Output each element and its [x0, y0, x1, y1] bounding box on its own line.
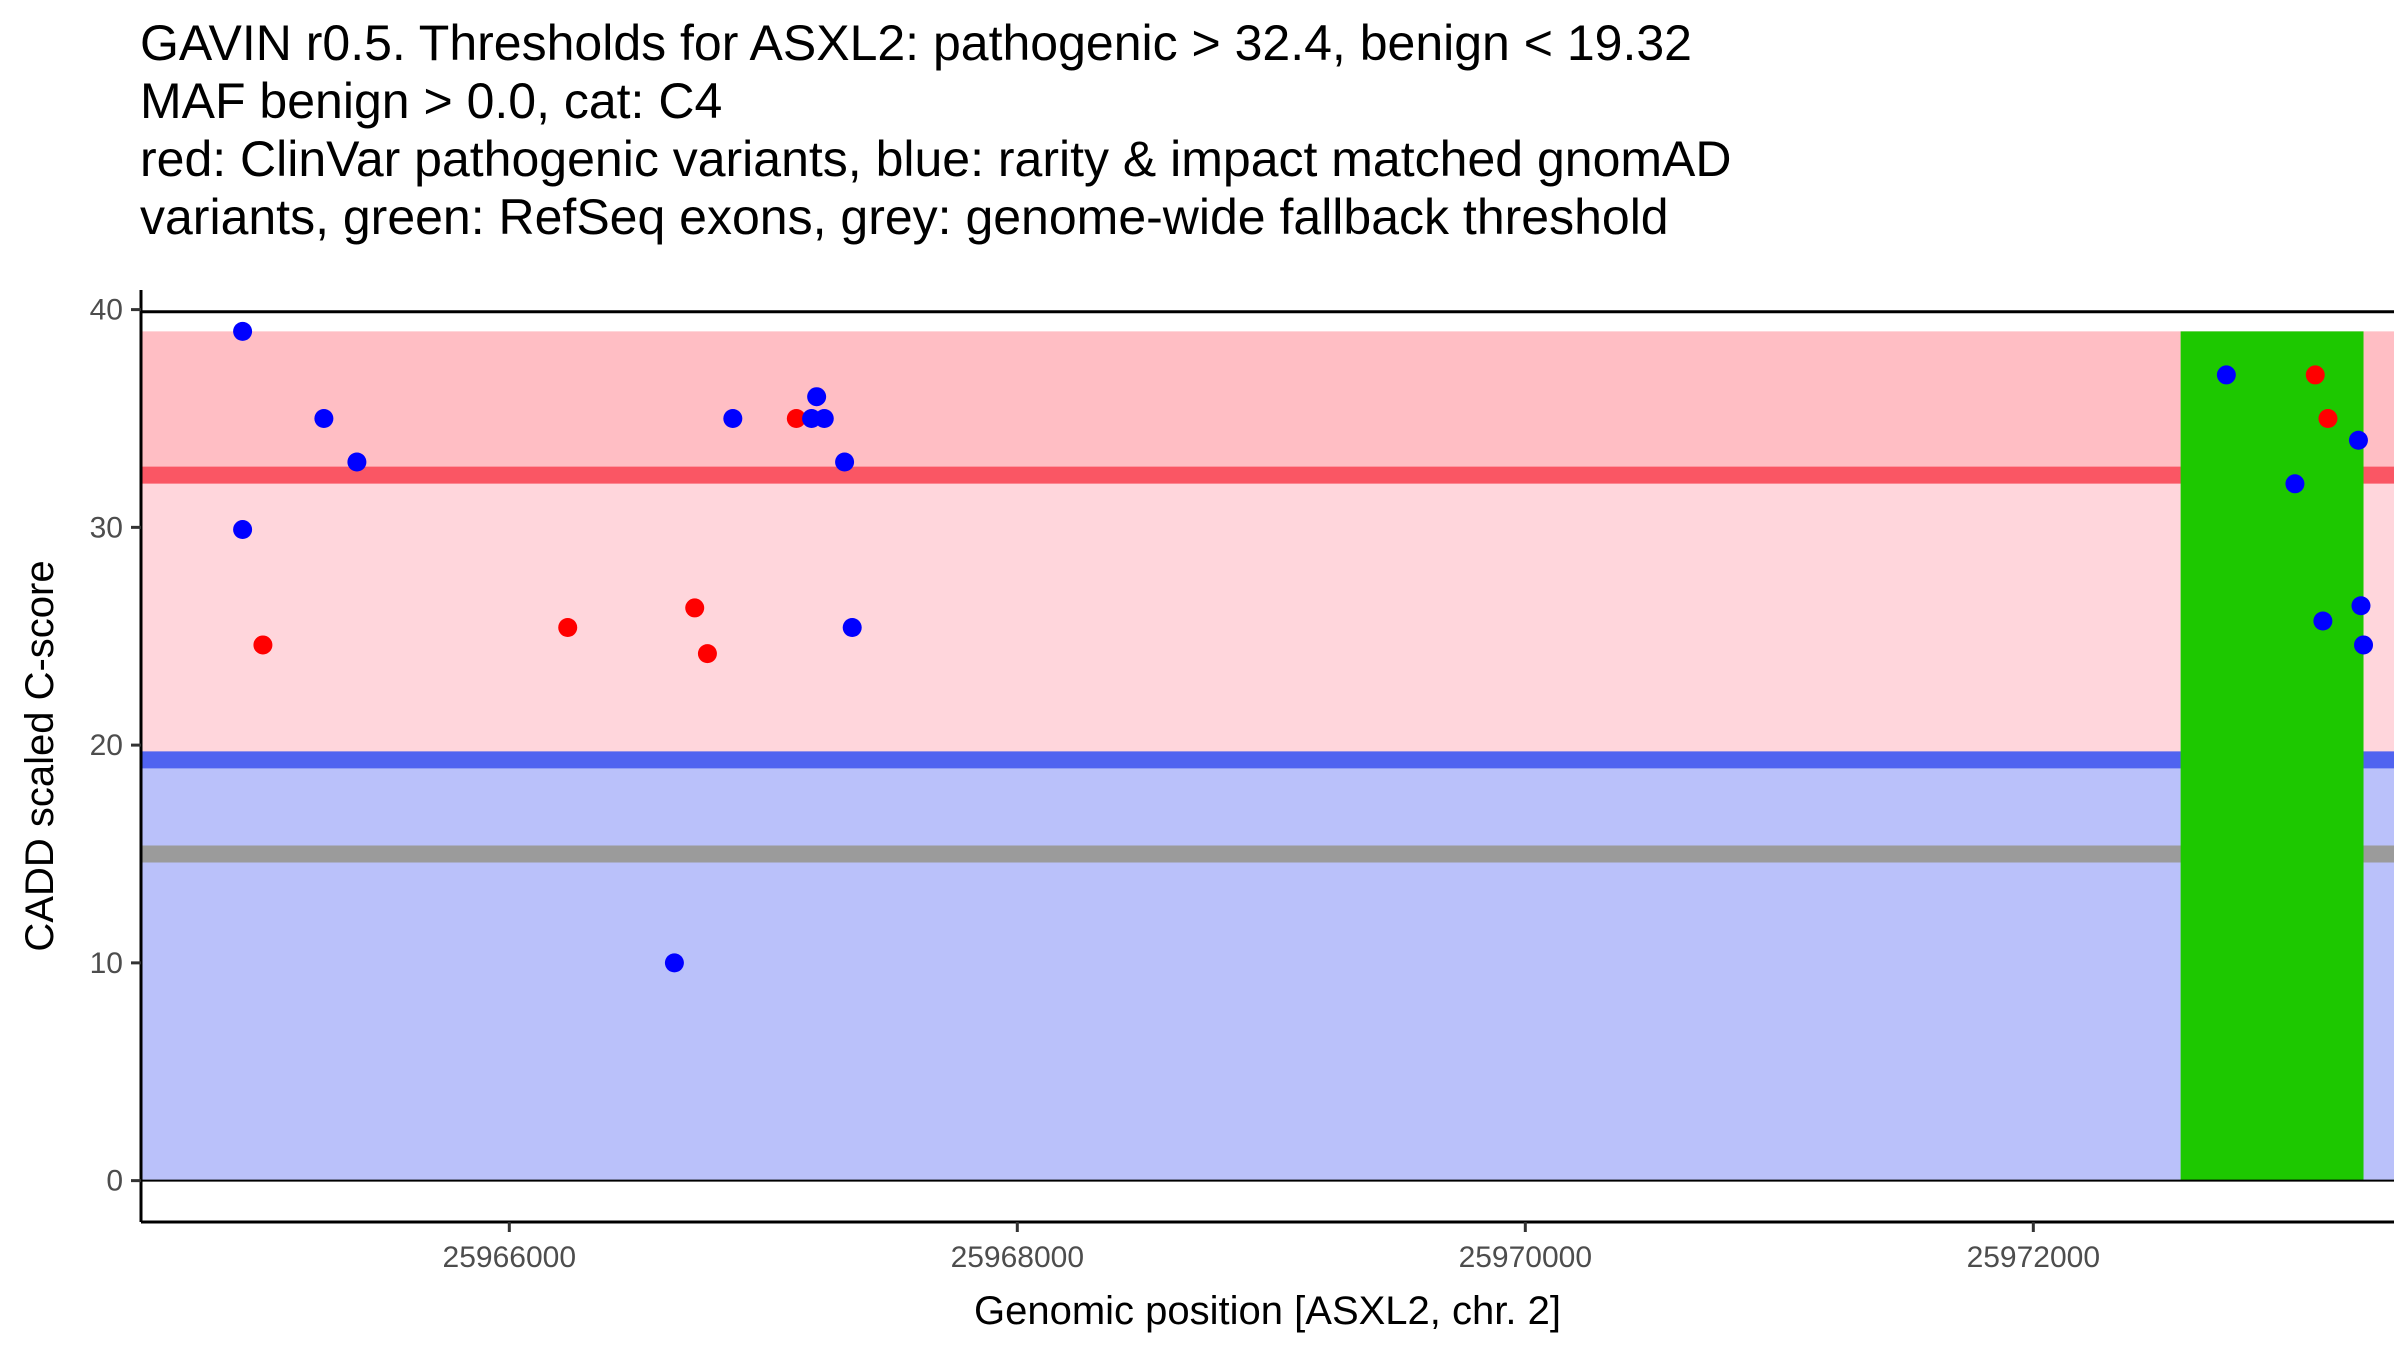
- gnomad-point: [835, 452, 855, 472]
- y-tick-label: 40: [90, 294, 123, 327]
- chart-title: GAVIN r0.5. Thresholds for ASXL2: pathog…: [140, 14, 2340, 246]
- gnomad-point: [842, 618, 862, 638]
- x-tick-label: 25968000: [951, 1241, 1084, 1274]
- gnomad-point: [664, 953, 684, 973]
- gnomad-point: [2351, 596, 2371, 616]
- y-tick-label: 20: [90, 729, 123, 762]
- data-points: [233, 321, 2374, 973]
- benign-zone: [141, 759, 2394, 1181]
- gnomad-point: [233, 321, 253, 341]
- y-tick-label: 10: [90, 947, 123, 980]
- gnomad-point: [807, 387, 827, 407]
- x-tick-label: 25972000: [1967, 1241, 2100, 1274]
- title-line-3: red: ClinVar pathogenic variants, blue: …: [140, 131, 1732, 187]
- clinvar-point: [697, 644, 717, 664]
- gnomad-point: [723, 408, 743, 428]
- exon-region: [2180, 331, 2364, 1181]
- intermediate-zone: [141, 475, 2394, 760]
- gnomad-point: [814, 408, 834, 428]
- gnomad-point: [233, 520, 253, 540]
- clinvar-series: [253, 365, 2338, 664]
- x-tick-label: 25970000: [1459, 1241, 1592, 1274]
- clinvar-point: [685, 598, 705, 618]
- y-axis-title: CADD scaled C-score: [18, 560, 62, 951]
- gnomad-point: [2348, 430, 2368, 450]
- gnomad-point: [347, 452, 367, 472]
- pathogenic-zone: [141, 331, 2394, 476]
- x-axis-title: Genomic position [ASXL2, chr. 2]: [974, 1289, 1561, 1333]
- title-line-2: MAF benign > 0.0, cat: C4: [140, 73, 723, 129]
- axes: 0 10 20 30 40 25966000 25968000 25970000 2597200…: [90, 290, 2394, 1274]
- gnomad-point: [2285, 474, 2305, 494]
- title-line-4: variants, green: RefSeq exons, grey: gen…: [140, 189, 1669, 245]
- gnomad-series: [233, 321, 2374, 973]
- clinvar-point: [786, 408, 806, 428]
- clinvar-point: [2305, 365, 2325, 385]
- clinvar-point: [2318, 408, 2338, 428]
- clinvar-point: [558, 618, 578, 638]
- threshold-zones: [141, 331, 2394, 1181]
- gnomad-point: [314, 408, 334, 428]
- gnomad-point: [2216, 365, 2236, 385]
- exon-regions: [141, 331, 2394, 1182]
- title-line-1: GAVIN r0.5. Thresholds for ASXL2: pathog…: [140, 15, 1692, 71]
- clinvar-point: [253, 635, 273, 655]
- y-tick-label: 0: [106, 1165, 123, 1198]
- x-tick-label: 25966000: [443, 1241, 576, 1274]
- y-tick-label: 30: [90, 511, 123, 544]
- gnomad-point: [2354, 635, 2374, 655]
- gnomad-point: [2313, 611, 2333, 631]
